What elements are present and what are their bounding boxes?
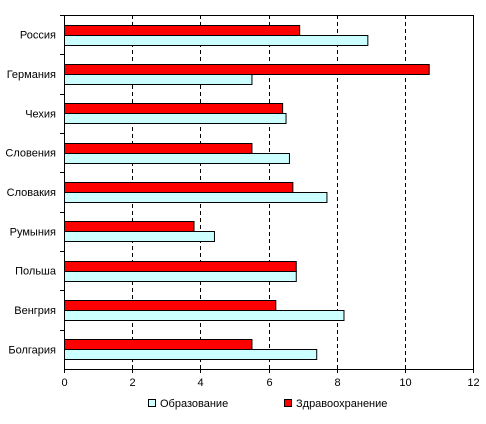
legend-swatch — [148, 399, 156, 407]
legend-label: Образование — [160, 398, 228, 410]
bar-3-education — [64, 113, 287, 124]
category-label: Словакия — [7, 187, 56, 199]
legend: Образование Здравоохранение — [148, 398, 387, 410]
category-label: Словения — [5, 148, 56, 160]
bar-9-education — [64, 349, 318, 360]
x-tick-label: 0 — [61, 377, 67, 389]
x-tick-label: 6 — [266, 377, 272, 389]
legend-label: Здравоохранение — [296, 398, 387, 410]
bar-1-education — [64, 35, 369, 46]
bar-2-health — [64, 64, 430, 75]
bar-8-education — [64, 310, 345, 321]
x-tick-label: 4 — [197, 377, 203, 389]
category-label: Германия — [7, 69, 56, 81]
bar-5-health — [64, 182, 294, 193]
category-label: Россия — [20, 30, 56, 42]
axes: 0 2 4 6 8 10 12 — [60, 15, 480, 389]
bar-3-health — [64, 103, 284, 114]
bar-6-education — [64, 231, 215, 242]
category-label: Венгрия — [14, 305, 56, 317]
x-tick-label: 8 — [334, 377, 340, 389]
bars — [64, 25, 430, 360]
bar-5-education — [64, 192, 328, 203]
bar-1-health — [64, 25, 301, 36]
category-labels: Россия Германия Чехия Словения Словакия Румын… — [5, 30, 57, 357]
bar-9-health — [64, 339, 253, 350]
x-tick-label: 10 — [399, 377, 411, 389]
x-tick-label: 2 — [129, 377, 135, 389]
bar-7-health — [64, 261, 297, 272]
category-label: Румыния — [10, 226, 56, 238]
category-label: Польша — [15, 266, 57, 278]
bar-8-health — [64, 300, 277, 311]
bar-4-health — [64, 143, 253, 154]
category-label: Болгария — [8, 344, 56, 356]
bar-4-education — [64, 153, 290, 164]
category-label: Чехия — [25, 108, 56, 120]
legend-swatch — [284, 399, 292, 407]
bar-2-education — [64, 74, 253, 85]
bar-7-education — [64, 271, 297, 282]
bar-6-health — [64, 221, 195, 232]
x-tick-label: 12 — [467, 377, 479, 389]
